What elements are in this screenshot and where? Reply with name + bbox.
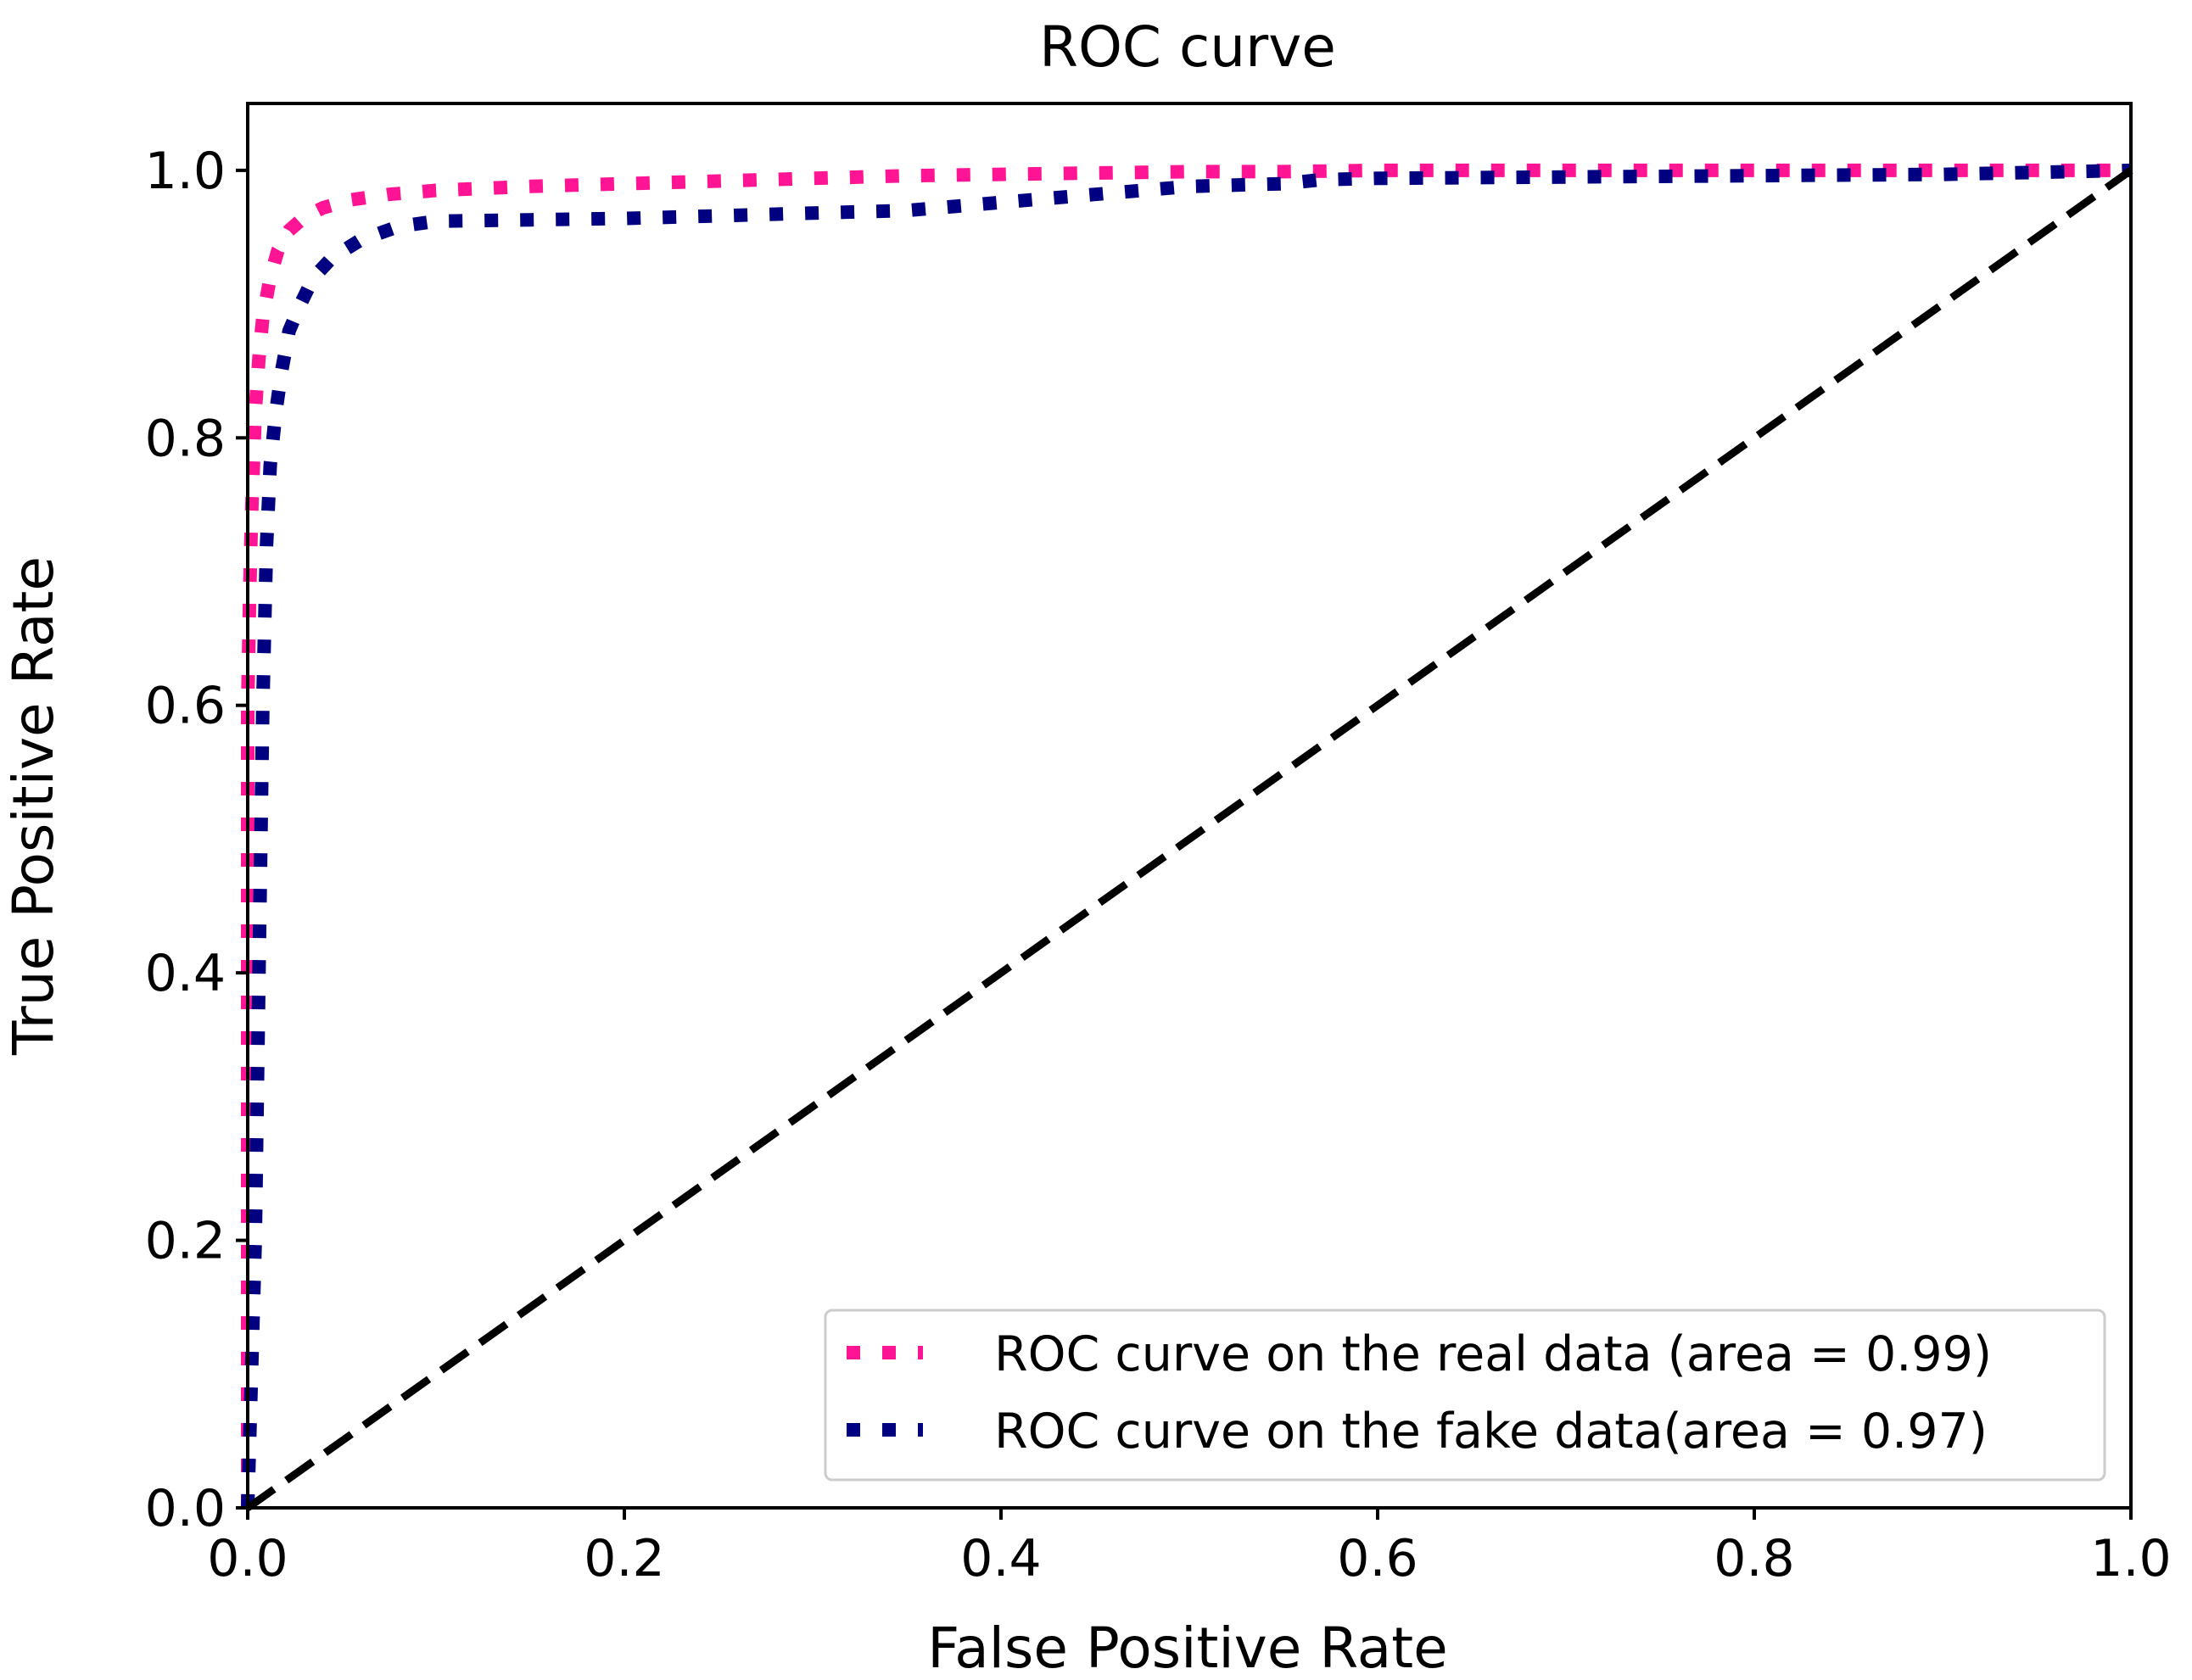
plot-frame <box>246 102 2133 1510</box>
x-tick-label: 1.0 <box>2090 1529 2171 1588</box>
legend: ROC curve on the real data (area = 0.99)… <box>824 1309 2106 1482</box>
x-tick-label: 0.2 <box>584 1529 664 1588</box>
plot-series <box>241 163 2133 1511</box>
y-tick-label: 0.2 <box>145 1212 226 1271</box>
y-axis-ticks: 0.0 0.2 0.4 0.6 0.8 1.0 <box>145 142 248 1538</box>
x-axis-ticks: 0.0 0.2 0.4 0.6 0.8 1.0 <box>207 1508 2172 1588</box>
series-line-real <box>241 163 2131 1508</box>
chart-title: ROC curve <box>1039 14 1336 80</box>
y-tick-label: 1.0 <box>145 142 226 201</box>
x-tick-label: 0.8 <box>1714 1529 1794 1588</box>
y-tick-label: 0.8 <box>145 409 226 468</box>
x-tick-label: 0.6 <box>1337 1529 1418 1588</box>
x-tick-label: 0.0 <box>207 1529 288 1588</box>
y-tick-label: 0.4 <box>145 944 226 1003</box>
legend-box <box>824 1309 2106 1482</box>
x-axis-label: False Positive Rate <box>927 1616 1447 1680</box>
x-tick-label: 0.4 <box>960 1529 1041 1588</box>
series-line-chance <box>245 167 2133 1511</box>
y-axis-label: True Positive Rate <box>1 556 66 1056</box>
legend-label-real: ROC curve on the real data (area = 0.99) <box>994 1326 1992 1382</box>
y-tick-label: 0.6 <box>145 677 226 736</box>
y-tick-label: 0.0 <box>145 1479 226 1538</box>
legend-label-fake: ROC curve on the fake data(area = 0.97) <box>994 1404 1988 1460</box>
